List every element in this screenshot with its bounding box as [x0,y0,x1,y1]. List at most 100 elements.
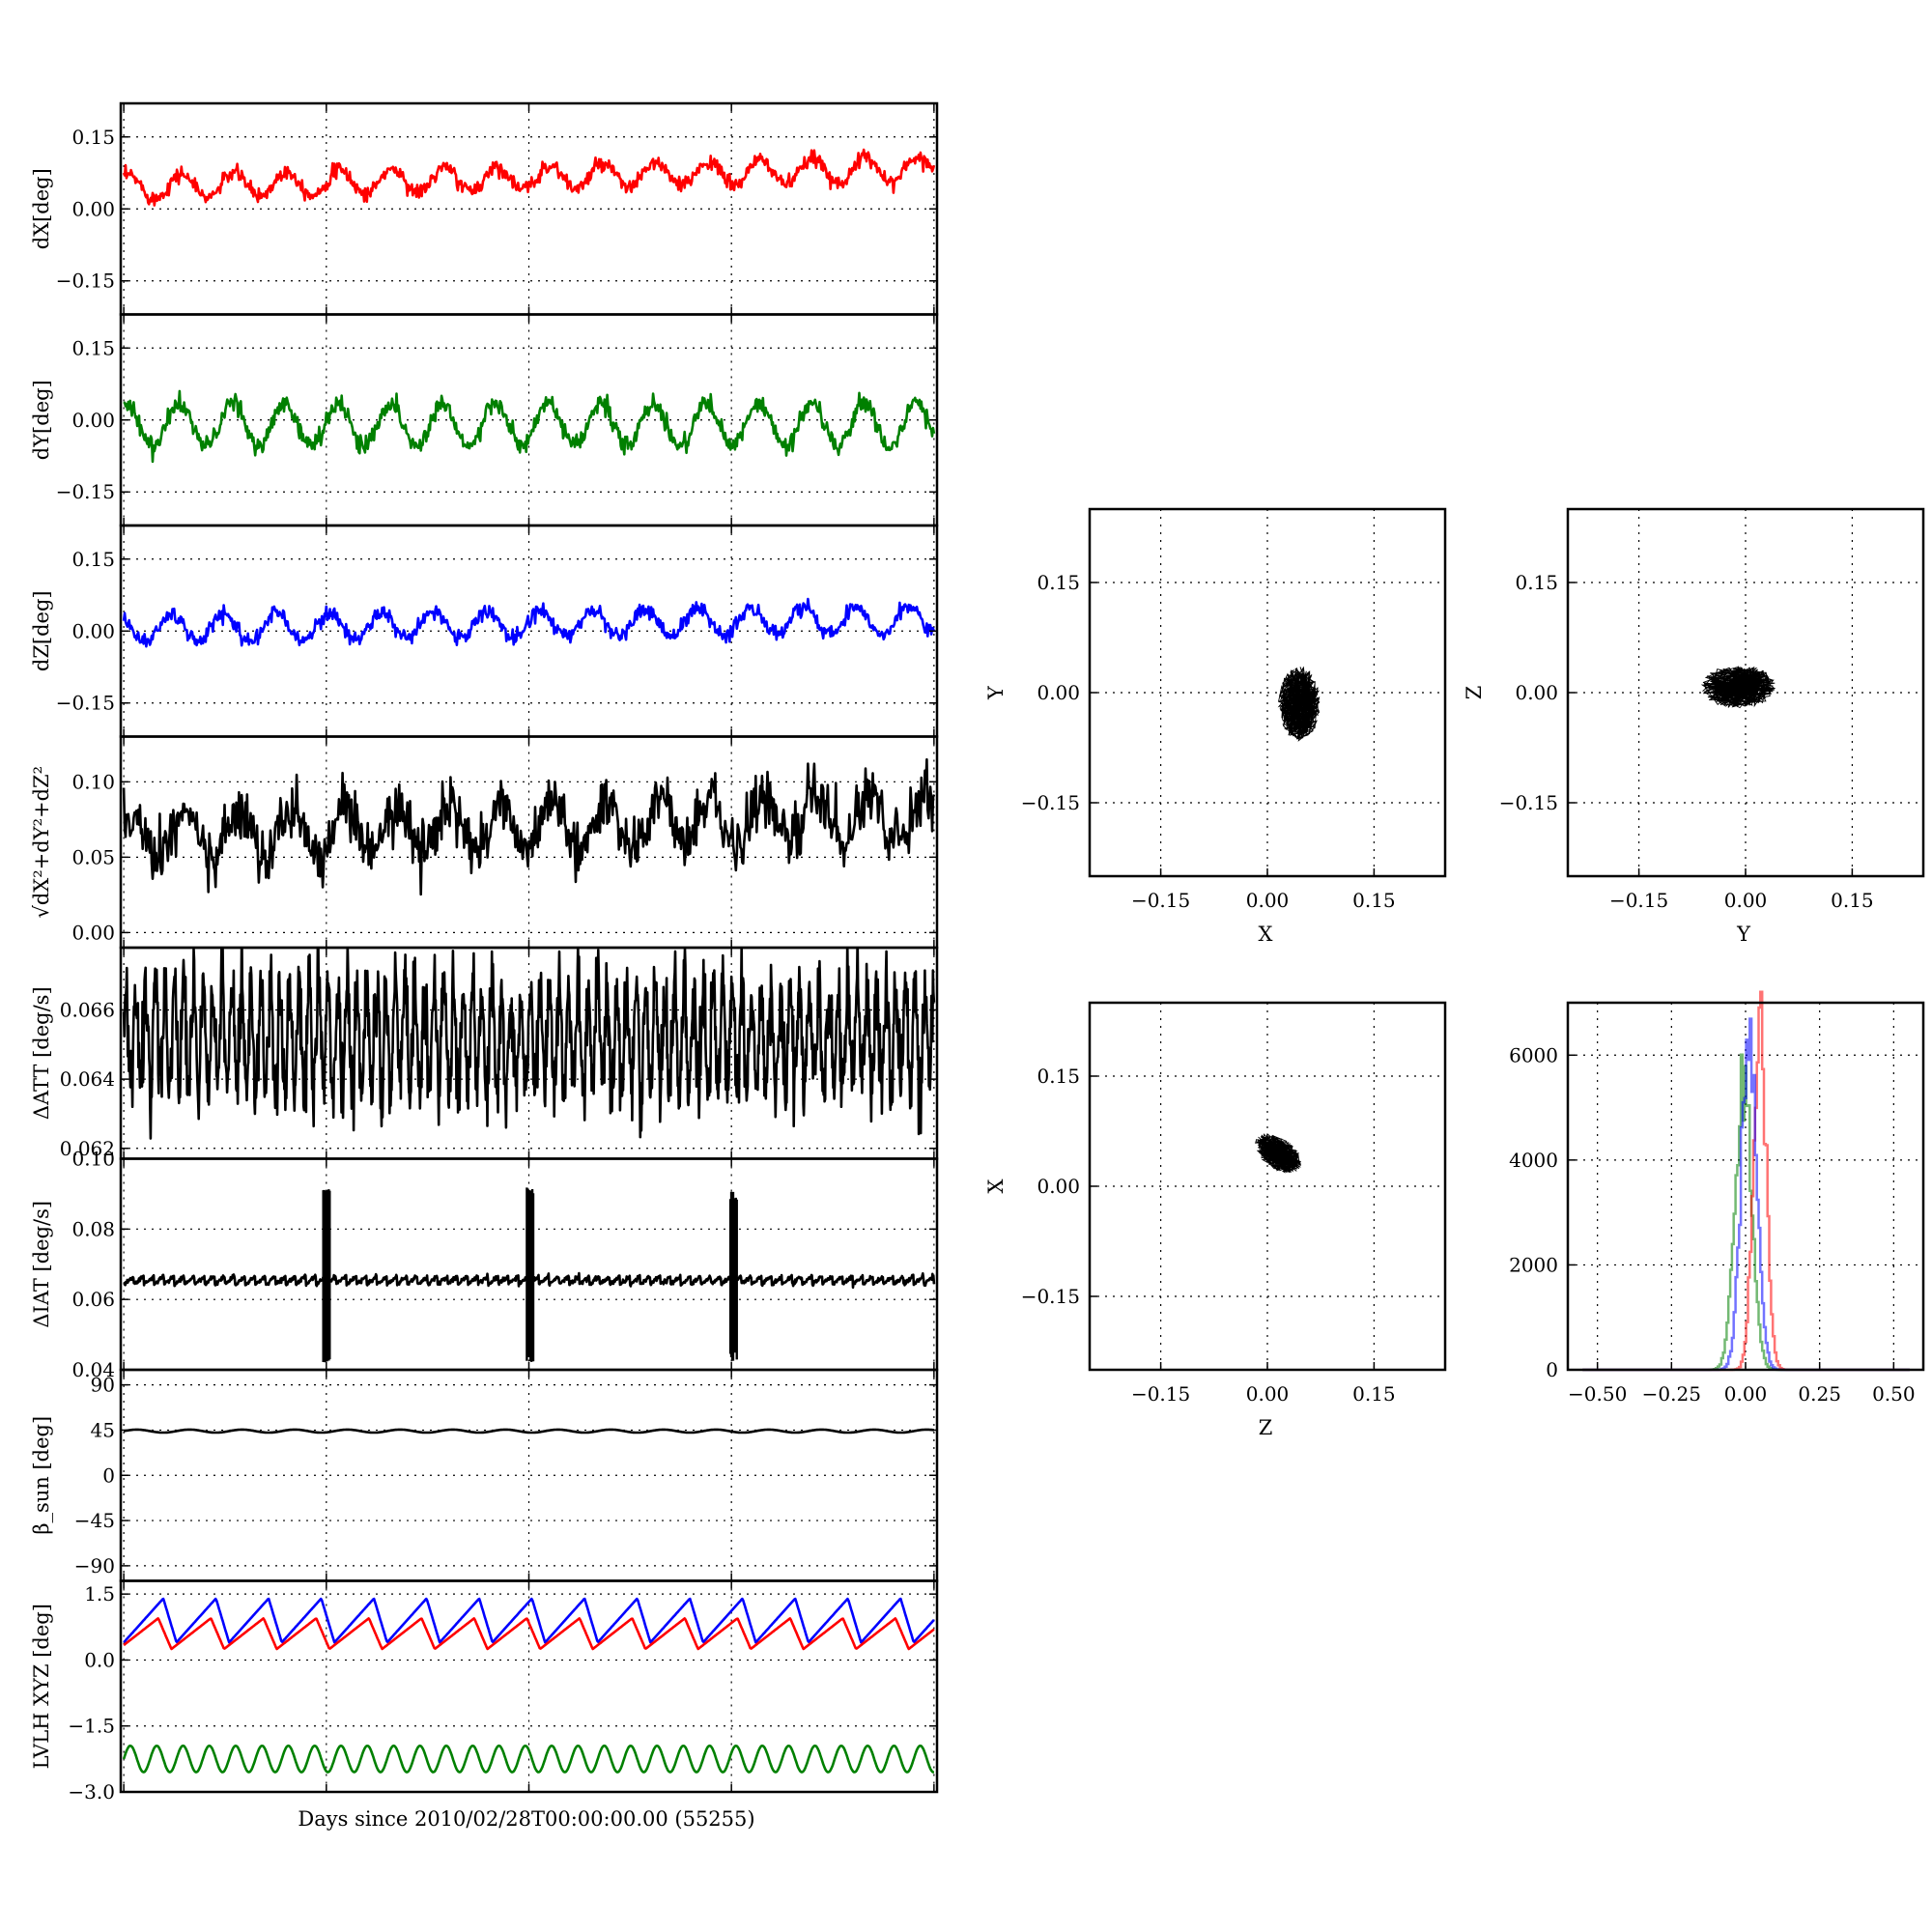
panel-frame [1566,1001,1925,1372]
y-tick-label: −0.15 [56,270,115,293]
y-tick-label: −0.15 [56,692,115,715]
y-axis-label: √dX²+dY²+dZ² [30,766,53,919]
scatter-panel-1: −0.15 0.15 0.00 0.00 0.15 −0.15 X Y [984,507,1447,946]
panel-frame [1088,507,1447,878]
histogram-series-3 [1582,1017,1910,1372]
series-line-1 [123,1428,935,1435]
y-tick-label: 0.062 [60,1137,115,1160]
spike-1 [322,1189,331,1363]
series-line-1 [122,948,936,1140]
y-tick-label: 0.00 [1515,681,1558,704]
y-tick-label: −0.15 [1021,1285,1080,1308]
y-tick-label: 0.00 [1037,1175,1080,1198]
ts-panel-5: 0.066 0.064 0.062 ΔATT [deg/s] [30,946,939,1160]
y-tick-label: 0 [1546,1358,1558,1381]
y-tick-label: 0.10 [71,770,115,793]
y-axis-label: dY[deg] [30,380,53,460]
spike-2 [526,1187,535,1362]
series-line-1 [122,757,936,896]
y-tick-label: 0.15 [71,126,115,149]
y-tick-label: 45 [91,1418,115,1441]
y-axis-label: LVLH XYZ [deg] [30,1604,53,1769]
y-axis-label: β_sun [deg] [30,1416,53,1535]
x-tick-label: 0.15 [1831,889,1874,912]
y-tick-label: −0.15 [56,480,115,503]
y-tick-label: 1.5 [84,1582,115,1605]
series-line-1 [122,148,936,207]
y-tick-label: 0.04 [71,1358,115,1381]
y-tick-label: 0.05 [71,845,115,868]
series-line-1 [123,389,936,464]
ts-panel-7: 90 45 0 −45 −90 β_sun [deg] [30,1368,939,1582]
series-line-2 [123,1617,935,1651]
y-tick-label: 0.066 [60,998,115,1021]
y-tick-label: 0.00 [71,921,115,944]
x-tick-label: 0.25 [1798,1382,1841,1406]
scatter-panel-3: −0.15 0.15 0.00 0.00 0.15 −0.15 Z X [984,1001,1447,1439]
trajectory-line [1277,666,1321,742]
y-tick-label: −1.5 [68,1715,115,1738]
y-tick-label: 0.00 [71,197,115,220]
panel-frame [119,1579,939,1794]
panel-frame [1566,507,1925,878]
trajectory-line [1255,1133,1302,1174]
x-tick-label: 0.15 [1352,889,1396,912]
y-axis-label: ΔATT [deg/s] [30,986,53,1120]
x-tick-label: 0.15 [1352,1382,1396,1406]
spike-3 [728,1191,738,1361]
y-tick-label: 0.06 [71,1288,115,1311]
y-tick-label: 2000 [1509,1253,1558,1276]
time-series-panels: 0.150.00−0.15dX[deg]0.150.00−0.15dY[deg]… [30,101,939,1804]
ts-panel-8: 1.5 0.0 −1.5 −3.0 LVLH XYZ [deg] [30,1579,939,1804]
x-tick-label: −0.50 [1568,1382,1627,1406]
x-tick-label: −0.25 [1642,1382,1701,1406]
x-tick-label: 0.00 [1724,889,1768,912]
y-axis-label: Y [984,685,1008,700]
y-axis-label: Z [1463,686,1486,700]
y-axis-label: ΔIAT [deg/s] [30,1201,53,1328]
x-tick-label: 0.00 [1246,889,1290,912]
y-tick-label: −3.0 [68,1780,115,1804]
y-tick-label: 0.064 [60,1067,115,1091]
x-tick-label: −0.15 [1131,1382,1190,1406]
y-tick-label: 4000 [1509,1149,1558,1172]
x-axis-label: Y [1736,923,1751,946]
y-tick-label: 0.0 [84,1648,115,1671]
series-line-3 [122,1744,935,1774]
y-axis-label: dZ[deg] [30,590,53,671]
histogram-panel: −0.50 −0.25 0.00 0.25 0.50 6000 4000 2000 0 [1509,990,1925,1406]
x-tick-label: −0.15 [1131,889,1190,912]
y-tick-label: 0.15 [71,548,115,571]
series-line-1 [122,597,936,648]
x-tick-label: 0.00 [1246,1382,1290,1406]
y-tick-label: 90 [91,1374,115,1397]
y-tick-label: 0.00 [71,619,115,642]
y-tick-label: −45 [74,1509,115,1532]
panel-frame [1088,1001,1447,1372]
x-axis-label: Days since 2010/02/28T00:00:00.00 (55255… [298,1807,754,1831]
y-tick-label: −0.15 [1021,791,1080,814]
y-tick-label: 0.15 [1037,1065,1080,1088]
y-axis-label: X [984,1179,1008,1193]
scatter-panel-2: −0.15 0.15 0.00 0.00 0.15 −0.15 Y Z [1463,507,1925,946]
y-tick-label: 0.08 [71,1217,115,1240]
y-tick-label: 0.15 [1515,571,1558,594]
y-tick-label: 0.10 [71,1148,115,1171]
x-tick-label: 0.50 [1872,1382,1916,1406]
scatter-panels: −0.15 0.15 0.00 0.00 0.15 −0.15 X Y −0.15 0.15 0.0… [984,507,1925,1439]
series-line-1 [123,1597,935,1644]
x-tick-label: 0.00 [1724,1382,1768,1406]
x-axis-label: X [1259,923,1273,946]
y-tick-label: −90 [74,1554,115,1577]
y-tick-label: 0.00 [71,409,115,432]
ts-panel-6: 0.10 0.08 0.06 0.04 ΔIAT [deg/s] [30,1148,939,1381]
x-tick-label: −0.15 [1609,889,1668,912]
y-tick-label: 6000 [1509,1043,1558,1066]
y-tick-label: 0.15 [1037,571,1080,594]
ts-panel-4: 0.10 0.05 0.00 √dX²+dY²+dZ² [30,735,939,950]
y-tick-label: −0.15 [1499,791,1558,814]
